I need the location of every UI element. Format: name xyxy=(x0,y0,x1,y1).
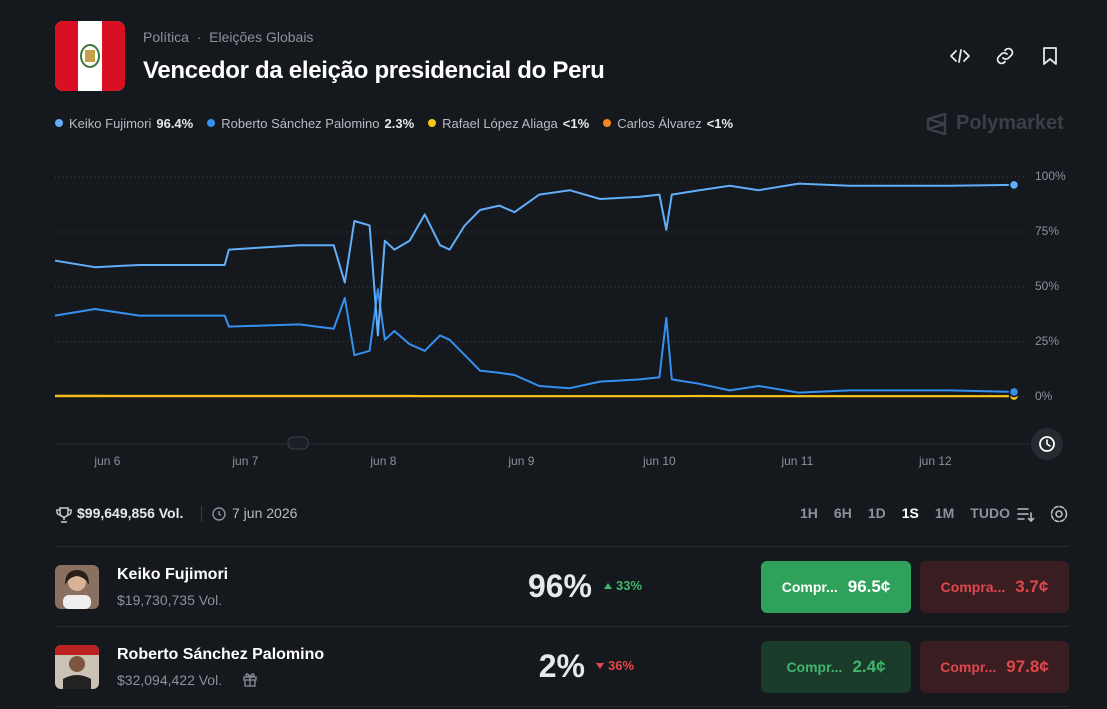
button-label: Compr... xyxy=(940,659,997,675)
outcome-volume: $19,730,735 Vol. xyxy=(117,592,223,608)
breadcrumb: Política · Eleições Globais xyxy=(143,29,314,45)
total-volume: $99,649,856 Vol. xyxy=(77,505,184,521)
buy-no-button[interactable]: Compra... 3.7¢ xyxy=(920,561,1069,613)
legend-dot xyxy=(428,119,437,127)
change-value: 33% xyxy=(616,578,643,593)
y-tick-label: 25% xyxy=(1035,334,1059,348)
header-actions xyxy=(950,47,1057,65)
outcome-change: 33% xyxy=(604,578,642,593)
legend-name: Rafael López Aliaga xyxy=(442,116,558,131)
buy-yes-button[interactable]: Compr... 2.4¢ xyxy=(761,641,911,693)
legend-dot xyxy=(55,119,63,127)
button-label: Compr... xyxy=(786,659,843,675)
sort-button[interactable] xyxy=(1017,508,1035,523)
legend-dot xyxy=(207,119,216,127)
brand-name: Polymarket xyxy=(956,112,1064,134)
x-tick-label: jun 11 xyxy=(780,454,813,468)
y-tick-label: 50% xyxy=(1035,279,1059,293)
chart: 0% 25% 50% 75% 100% jun 6 jun 7 jun 8 jun 9 jun 1… xyxy=(54,169,1066,468)
time-range-selector: 1H 6H 1D 1S 1M TUDO xyxy=(792,503,1018,523)
time-range-button[interactable]: 1D xyxy=(867,505,886,521)
time-range-button[interactable]: 1M xyxy=(934,505,955,521)
series-end-dot xyxy=(1008,386,1020,398)
y-tick-label: 75% xyxy=(1035,224,1059,238)
buy-no-button[interactable]: Compr... 97.8¢ xyxy=(920,641,1069,693)
time-range-button[interactable]: 1S xyxy=(901,505,919,521)
avatar xyxy=(55,565,99,609)
series-end-dot xyxy=(1008,179,1020,191)
bookmark-button[interactable] xyxy=(1043,47,1057,65)
separator xyxy=(55,626,1069,627)
x-tick-label: jun 6 xyxy=(93,454,120,468)
series-line xyxy=(54,182,1015,337)
buy-yes-button[interactable]: Compr... 96.5¢ xyxy=(761,561,911,613)
legend-value: <1% xyxy=(706,116,734,131)
end-date: 7 jun 2026 xyxy=(232,505,298,521)
flag xyxy=(55,21,125,91)
range-slider-handle[interactable] xyxy=(287,436,309,450)
time-range-button[interactable]: TUDO xyxy=(970,505,1010,521)
legend-value: 96.4% xyxy=(156,116,194,131)
arrow-up-icon xyxy=(604,582,612,589)
x-tick-label: jun 8 xyxy=(369,454,396,468)
legend-dot xyxy=(603,119,612,127)
separator xyxy=(55,546,1069,547)
legend-item[interactable]: Rafael López Aliaga <1% xyxy=(428,116,589,131)
chart-tools xyxy=(1017,505,1068,523)
button-label: Compra... xyxy=(940,579,1006,595)
outcome-volume: $32,094,422 Vol. xyxy=(117,672,223,688)
gift-icon xyxy=(243,673,257,687)
market-title: Vencedor da eleição presidencial do Peru xyxy=(143,57,605,84)
time-range-button[interactable]: 6H xyxy=(833,505,852,521)
y-tick-label: 0% xyxy=(1035,389,1053,403)
arrow-down-icon xyxy=(596,662,604,669)
legend-item[interactable]: Carlos Álvarez <1% xyxy=(603,116,733,131)
series-line xyxy=(54,288,1015,394)
clock-icon xyxy=(212,507,226,521)
legend-item[interactable]: Roberto Sánchez Palomino 2.3% xyxy=(207,116,414,131)
outcome-change: 36% xyxy=(596,658,634,673)
change-value: 36% xyxy=(608,658,635,673)
y-tick-label: 100% xyxy=(1035,169,1066,183)
x-tick-label: jun 12 xyxy=(918,454,952,468)
legend-value: 2.3% xyxy=(384,116,415,131)
button-price: 3.7¢ xyxy=(1015,577,1049,596)
link-button[interactable] xyxy=(996,47,1014,65)
breadcrumb-link[interactable]: Política xyxy=(143,29,189,45)
legend-name: Carlos Álvarez xyxy=(617,116,702,131)
settings-button[interactable] xyxy=(1050,505,1068,523)
x-tick-label: jun 7 xyxy=(231,454,258,468)
legend-name: Roberto Sánchez Palomino xyxy=(221,116,380,131)
avatar xyxy=(55,645,99,689)
brand-logo xyxy=(926,112,947,135)
x-tick-label: jun 9 xyxy=(507,454,534,468)
history-button[interactable] xyxy=(1031,428,1063,460)
trophy-icon xyxy=(56,507,72,523)
embed-button[interactable] xyxy=(950,49,970,63)
button-price: 97.8¢ xyxy=(1006,657,1049,676)
outcome-chance: 96% xyxy=(527,568,592,604)
time-range-button[interactable]: 1H xyxy=(800,505,818,521)
button-label: Compr... xyxy=(781,579,838,595)
outcome-name[interactable]: Roberto Sánchez Palomino xyxy=(117,646,325,663)
legend-name: Keiko Fujimori xyxy=(69,116,152,131)
separator xyxy=(55,706,1069,707)
button-price: 96.5¢ xyxy=(847,577,891,596)
x-tick-label: jun 10 xyxy=(642,454,676,468)
divider xyxy=(201,506,202,522)
legend: Keiko Fujimori 96.4% Roberto Sánchez Palom… xyxy=(55,116,733,131)
legend-value: <1% xyxy=(562,116,590,131)
outcome-chance: 2% xyxy=(538,648,585,684)
button-price: 2.4¢ xyxy=(852,657,886,676)
brand: Polymarket xyxy=(926,112,1064,135)
breadcrumb-link[interactable]: Eleições Globais xyxy=(209,29,314,45)
outcome-name[interactable]: Keiko Fujimori xyxy=(117,566,229,583)
legend-item[interactable]: Keiko Fujimori 96.4% xyxy=(55,116,193,131)
